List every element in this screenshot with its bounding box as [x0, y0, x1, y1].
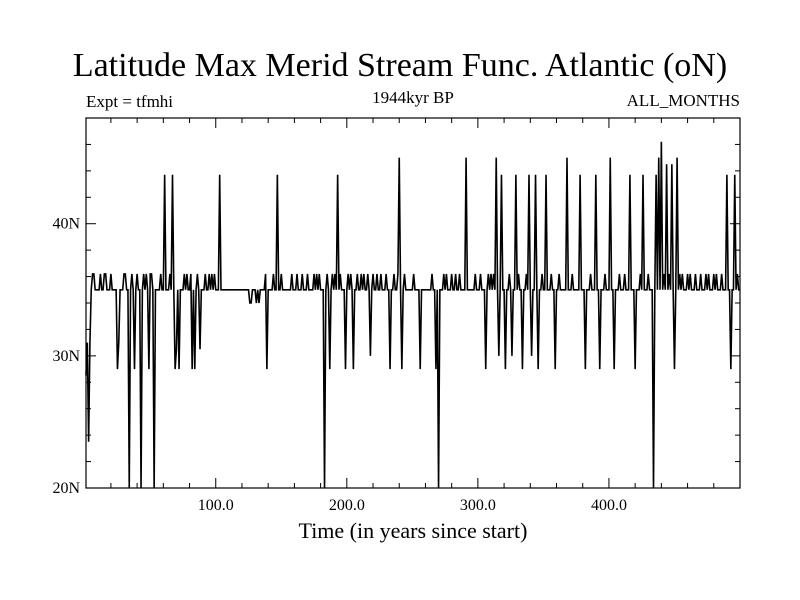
tick-labels: 100.0 200.0 300.0 400.0 20N 30N 40N: [52, 216, 627, 514]
y-tick-label: 40N: [52, 216, 80, 233]
x-tick-label: 200.0: [329, 497, 365, 514]
tick-marks: [86, 117, 740, 489]
period-label: 1944kyr BP: [372, 88, 454, 107]
y-tick-label: 20N: [52, 480, 80, 497]
x-tick-label: 300.0: [460, 497, 496, 514]
experiment-label: Expt = tfmhi: [86, 92, 174, 111]
x-tick-label: 100.0: [198, 497, 234, 514]
y-tick-label: 30N: [52, 348, 80, 365]
plot-frame: [85, 117, 741, 489]
x-tick-label: 400.0: [591, 497, 627, 514]
x-axis-label: Time (in years since start): [298, 518, 528, 543]
months-label: ALL_MONTHS: [626, 91, 740, 110]
chart-title: Latitude Max Merid Stream Func. Atlantic…: [72, 47, 728, 84]
series-line: [85, 141, 740, 489]
